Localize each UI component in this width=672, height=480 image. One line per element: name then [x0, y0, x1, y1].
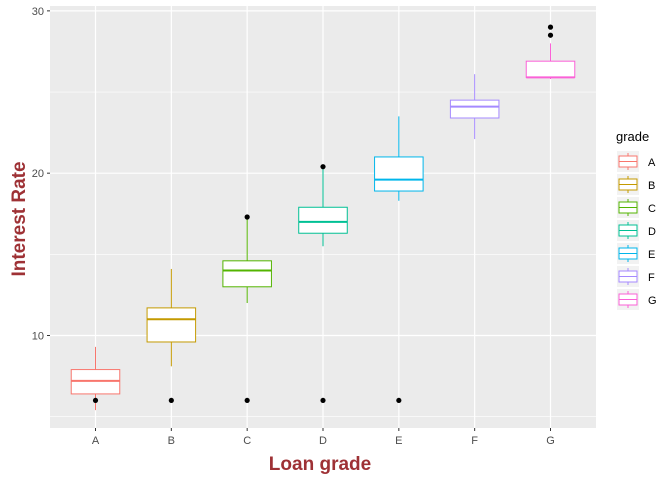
legend-item-C: C	[617, 197, 656, 218]
y-tick-label: 20	[32, 168, 44, 180]
box	[298, 206, 348, 234]
x-tick-label: E	[395, 435, 402, 447]
x-axis-title: Loan grade	[269, 454, 371, 475]
legend-item-E: E	[617, 243, 655, 264]
box-group-G	[525, 24, 576, 80]
box-group-C	[222, 214, 272, 404]
legend-label: A	[648, 157, 656, 169]
x-axis: A B C D E F G	[92, 428, 555, 447]
box	[222, 260, 272, 288]
box	[374, 156, 424, 192]
legend-label: G	[648, 295, 657, 307]
legend-title: grade	[616, 129, 649, 144]
legend-label: C	[648, 203, 656, 215]
box-group-B	[146, 268, 197, 404]
box-group-E	[374, 116, 424, 404]
legend-item-F: F	[617, 266, 655, 287]
legend-label: F	[648, 272, 655, 284]
x-tick-label: C	[243, 435, 251, 447]
legend-item-B: B	[617, 174, 655, 195]
box	[525, 60, 576, 78]
outlier-point	[547, 24, 554, 30]
legend-item-G: G	[617, 289, 657, 310]
box-group-D	[298, 164, 348, 404]
x-tick-label: F	[471, 435, 478, 447]
outlier-point	[244, 214, 250, 220]
outlier-point	[168, 397, 174, 404]
outlier-point	[92, 397, 99, 404]
x-tick-label: A	[92, 435, 100, 447]
x-tick-label: D	[319, 435, 327, 447]
box	[146, 307, 197, 343]
outlier-point	[244, 397, 250, 404]
boxes-layer	[70, 24, 576, 411]
y-tick-label: 10	[32, 330, 44, 342]
legend-label: B	[648, 180, 655, 192]
x-tick-label: B	[168, 435, 175, 447]
y-axis: 10 20 30	[32, 6, 50, 342]
legend-label: D	[648, 226, 656, 238]
x-tick-label: G	[546, 435, 555, 447]
outlier-point	[320, 164, 326, 170]
legend-item-D: D	[617, 220, 656, 241]
legend-item-A: A	[617, 151, 656, 172]
y-axis-title: Interest Rate	[9, 161, 30, 276]
outlier-point	[547, 32, 554, 38]
box-group-A	[70, 346, 121, 411]
y-tick-label: 30	[32, 6, 44, 18]
legend-label: E	[648, 249, 655, 261]
outlier-point	[396, 397, 402, 404]
box-group-F	[449, 74, 500, 140]
box	[449, 99, 500, 119]
outlier-point	[320, 397, 326, 404]
